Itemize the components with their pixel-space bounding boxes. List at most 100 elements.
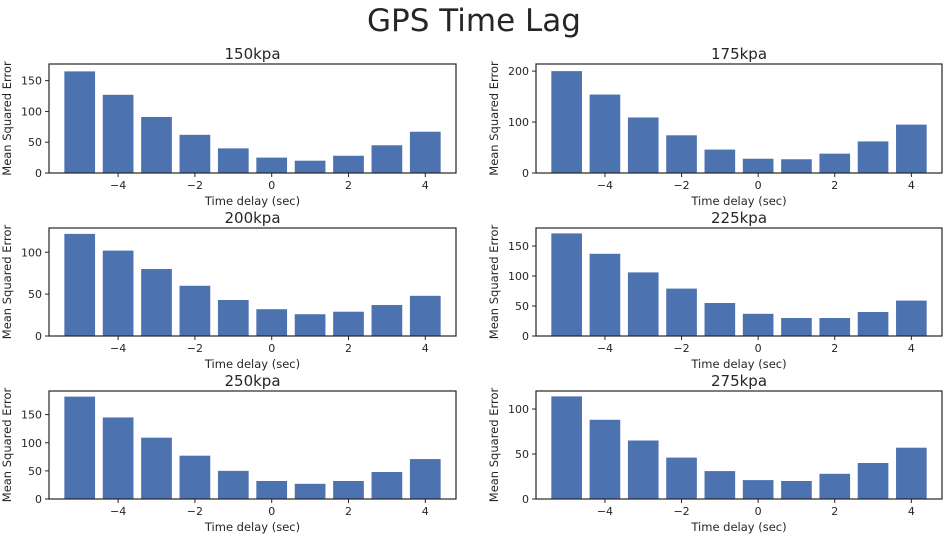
bar xyxy=(64,233,96,336)
x-tick-label: 0 xyxy=(755,505,762,518)
bar xyxy=(896,447,927,499)
bar xyxy=(141,116,172,173)
x-tick-label: −2 xyxy=(187,505,203,518)
x-tick-label: −4 xyxy=(597,342,613,355)
y-tick-label: 50 xyxy=(28,288,42,301)
bar xyxy=(409,295,441,336)
bar xyxy=(217,300,249,336)
x-tick-label: 2 xyxy=(345,179,352,192)
subplot-1: −4 −2 0 2 4 0 100 200 175kpa Time delay (sec) Mean… xyxy=(487,45,943,208)
axes-frame xyxy=(48,63,457,174)
bar xyxy=(179,134,211,173)
x-tick-label: 0 xyxy=(755,179,762,192)
y-tick-label: 0 xyxy=(35,493,42,506)
x-tick-label: −4 xyxy=(597,505,613,518)
x-axis-label: Time delay (sec) xyxy=(690,520,786,534)
y-tick-label: 200 xyxy=(508,65,529,78)
x-tick-label: 4 xyxy=(908,505,915,518)
bar xyxy=(371,145,403,173)
bar xyxy=(589,419,621,499)
y-tick-label: 0 xyxy=(522,493,529,506)
bar xyxy=(819,473,851,499)
y-axis-label: Mean Squared Error xyxy=(487,388,501,503)
bar xyxy=(333,155,364,173)
y-axis-label: Mean Squared Error xyxy=(0,61,14,176)
bar xyxy=(102,417,134,499)
bar xyxy=(294,314,326,336)
bar xyxy=(589,94,621,173)
bar xyxy=(64,71,96,173)
y-tick-label: 0 xyxy=(35,330,42,343)
y-tick-label: 100 xyxy=(21,437,42,450)
bar xyxy=(666,135,697,173)
x-tick-label: 2 xyxy=(345,505,352,518)
bar xyxy=(256,481,288,499)
bar xyxy=(551,233,582,336)
x-axis-label: Time delay (sec) xyxy=(690,194,786,208)
x-tick-label: 2 xyxy=(345,342,352,355)
x-tick-label: 4 xyxy=(422,342,429,355)
y-axis-label: Mean Squared Error xyxy=(487,61,501,176)
y-tick-label: 150 xyxy=(21,75,42,88)
y-tick-label: 0 xyxy=(35,167,42,180)
bar xyxy=(819,318,851,336)
bar xyxy=(781,318,812,336)
axes-frame xyxy=(48,390,457,500)
subplot-title: 200kpa xyxy=(224,209,280,227)
x-tick-label: −4 xyxy=(110,179,126,192)
bar xyxy=(589,253,621,336)
subplot-4: −4 −2 0 2 4 0 50 100 150 250kpa Time delay (sec) Me… xyxy=(0,372,457,534)
subplot-title: 275kpa xyxy=(711,372,767,390)
bar xyxy=(294,160,326,173)
bar xyxy=(179,285,211,336)
y-tick-label: 100 xyxy=(508,403,529,416)
bar xyxy=(742,480,774,499)
bar xyxy=(896,124,927,173)
bar xyxy=(256,309,288,336)
bar xyxy=(819,153,851,173)
y-axis-label: Mean Squared Error xyxy=(0,388,14,503)
x-axis-label: Time delay (sec) xyxy=(204,194,300,208)
x-tick-label: 0 xyxy=(268,342,275,355)
axes-frame xyxy=(535,63,943,174)
x-tick-label: −4 xyxy=(597,179,613,192)
bar xyxy=(666,288,697,336)
bar xyxy=(333,311,364,336)
bar xyxy=(627,440,659,499)
bar xyxy=(742,158,774,173)
bar xyxy=(666,457,697,499)
x-tick-label: −2 xyxy=(673,342,689,355)
y-tick-label: 50 xyxy=(28,465,42,478)
y-tick-label: 150 xyxy=(508,240,529,253)
bar xyxy=(141,437,172,499)
y-axis-label: Mean Squared Error xyxy=(487,225,501,340)
bar xyxy=(102,250,134,336)
bar xyxy=(64,396,96,499)
bar xyxy=(627,117,659,173)
x-axis-label: Time delay (sec) xyxy=(690,357,786,371)
x-tick-label: −4 xyxy=(110,505,126,518)
x-tick-label: 0 xyxy=(268,505,275,518)
bar xyxy=(704,471,736,499)
x-axis-label: Time delay (sec) xyxy=(204,520,300,534)
axes-frame xyxy=(535,227,943,337)
x-tick-label: 0 xyxy=(268,179,275,192)
y-tick-label: 100 xyxy=(21,246,42,259)
x-tick-label: 2 xyxy=(831,179,838,192)
subplot-0: −4 −2 0 2 4 0 50 100 150 150kpa Time delay (sec) Me… xyxy=(0,45,457,208)
x-tick-label: −2 xyxy=(187,179,203,192)
axes-frame xyxy=(48,227,457,337)
bar xyxy=(742,313,774,336)
subplot-title: 150kpa xyxy=(224,45,280,63)
bar xyxy=(896,300,927,336)
y-tick-label: 0 xyxy=(522,330,529,343)
x-tick-label: −2 xyxy=(673,179,689,192)
y-tick-label: 150 xyxy=(21,409,42,422)
x-tick-label: −4 xyxy=(110,342,126,355)
bar xyxy=(141,269,172,336)
y-tick-label: 100 xyxy=(508,270,529,283)
bar xyxy=(217,470,249,499)
y-tick-label: 100 xyxy=(21,105,42,118)
bar xyxy=(179,455,211,499)
